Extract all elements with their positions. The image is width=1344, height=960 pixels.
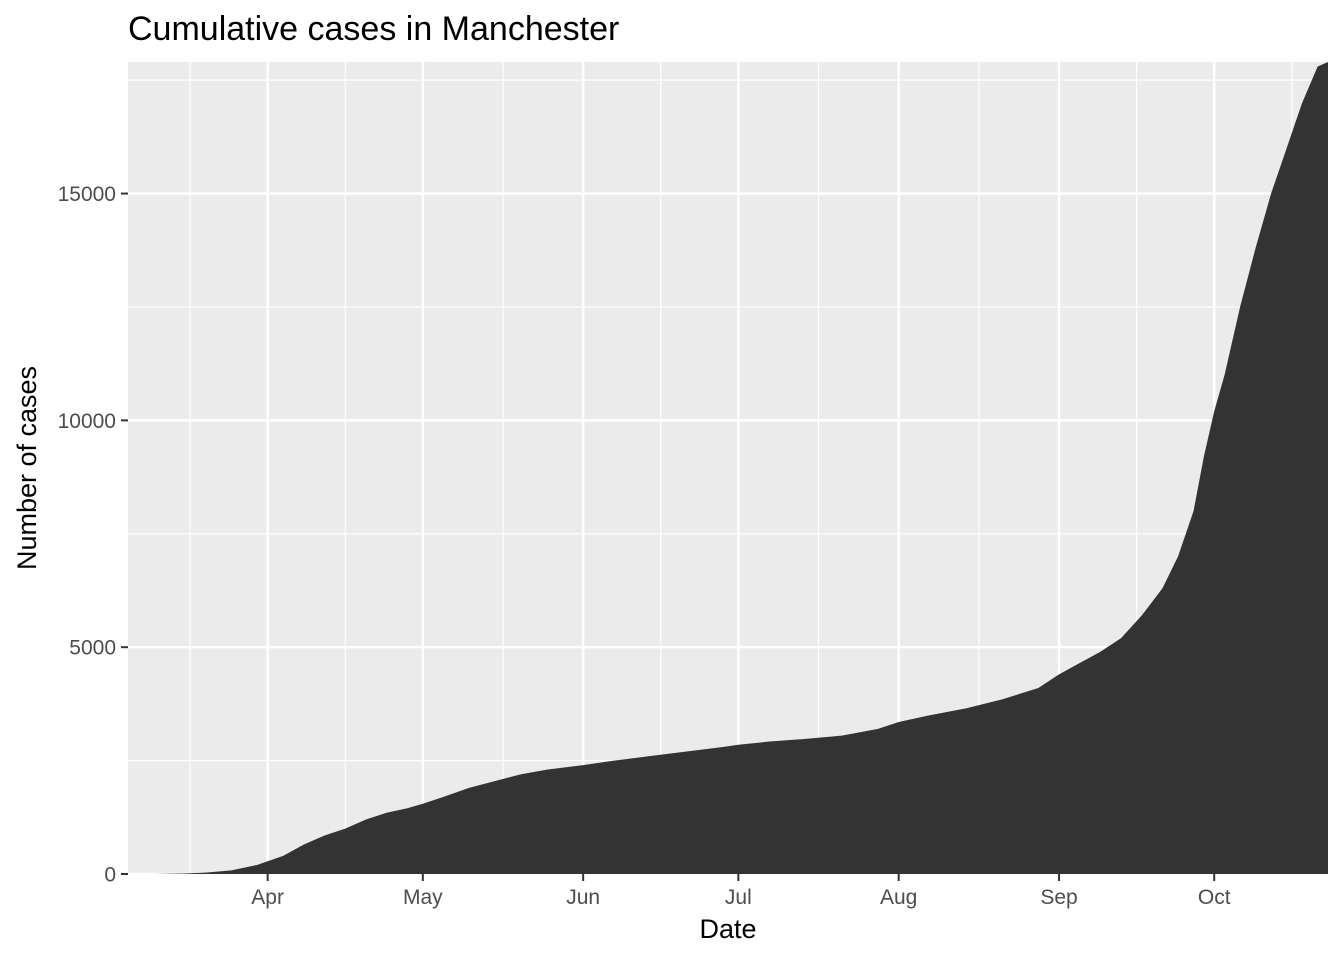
x-tick-label: Apr [251, 886, 284, 909]
x-tick-label: Jun [566, 886, 600, 909]
y-axis-title: Number of cases [12, 366, 42, 570]
x-tick-label: Oct [1198, 886, 1231, 909]
y-tick-label: 10000 [58, 410, 116, 433]
grid-major [128, 62, 1328, 876]
y-tick-label: 15000 [58, 183, 116, 206]
y-axis: 0 5000 10000 15000 [58, 183, 128, 887]
series-area [153, 62, 1329, 874]
x-tick-label: Sep [1040, 886, 1077, 909]
x-tick-label: Aug [880, 886, 917, 909]
x-tick-label: May [403, 886, 443, 909]
x-axis: Apr May Jun Jul Aug Sep Oct [251, 874, 1231, 909]
x-tick-label: Jul [725, 886, 752, 909]
y-tick-label: 0 [104, 864, 116, 887]
y-tick-label: 5000 [69, 637, 116, 660]
chart-title: Cumulative cases in Manchester [128, 10, 619, 48]
x-axis-title: Date [699, 914, 756, 944]
